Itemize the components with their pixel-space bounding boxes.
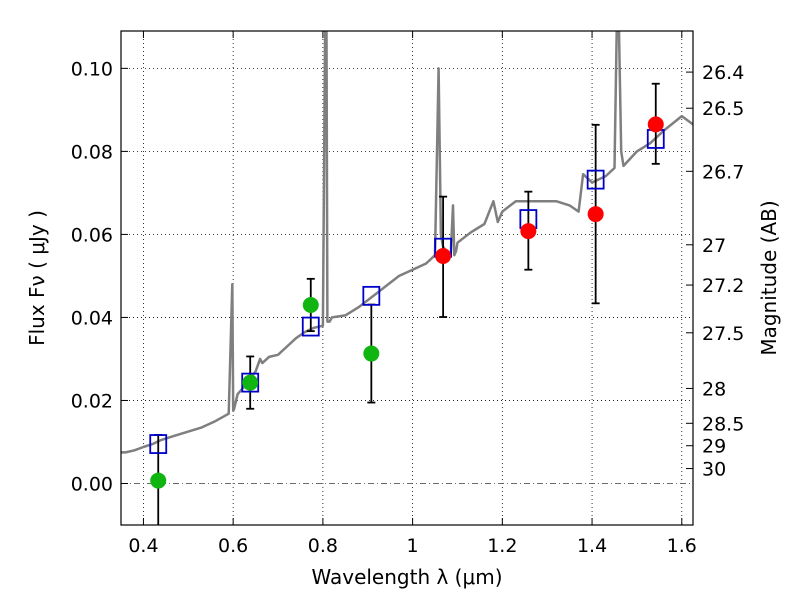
green-data-point	[302, 296, 319, 313]
y-tick-label: 0.06	[71, 224, 113, 246]
x-tick-label: 1	[407, 535, 419, 557]
x-tick-label: 1.6	[667, 535, 697, 557]
red-data-point	[435, 247, 452, 264]
y2-tick-label: 26.7	[702, 161, 744, 183]
model-spectrum-line	[121, 31, 693, 454]
model-photometry-squares	[149, 129, 665, 454]
model-square-marker	[362, 285, 381, 306]
green-data-point	[242, 374, 259, 391]
x-axis-ticks: 0.4 0.6 0.8 1 1.2 1.4 1.6	[128, 31, 697, 557]
y2-tick-label: 30	[702, 459, 726, 481]
y-axis-ticks: 0.00 0.02 0.04 0.06 0.08 0.10	[71, 58, 128, 495]
y-tick-label: 0.02	[71, 390, 113, 412]
y-tick-label: 0.00	[71, 473, 113, 495]
y-tick-label: 0.08	[71, 141, 113, 163]
plot-frame	[120, 30, 694, 526]
observed-photometry-points	[150, 116, 664, 489]
y-axis-label: Flux Fν ( μJy )	[25, 210, 49, 346]
green-data-point	[363, 345, 380, 362]
y2-tick-label: 27	[702, 235, 726, 257]
y2-tick-label: 26.5	[702, 98, 744, 120]
y2-tick-label: 29	[702, 436, 726, 458]
y2-tick-label: 28.5	[702, 413, 744, 435]
y2-tick-label: 28	[702, 378, 726, 400]
y2-tick-label: 26.4	[702, 62, 744, 84]
green-data-point	[150, 472, 167, 489]
x-tick-label: 1.4	[577, 535, 607, 557]
y-tick-label: 0.10	[71, 58, 113, 80]
model-square-marker	[301, 316, 320, 337]
x-tick-label: 0.4	[128, 535, 158, 557]
x-tick-label: 0.8	[308, 535, 338, 557]
grid-lines	[121, 31, 693, 525]
red-data-point	[647, 116, 664, 133]
model-square-marker	[149, 434, 168, 454]
model-square-marker	[586, 169, 605, 190]
y2-axis-label: Magnitude (AB)	[757, 200, 781, 355]
x-tick-label: 1.2	[487, 535, 517, 557]
y2-tick-label: 27.2	[702, 275, 744, 297]
y2-tick-label: 27.5	[702, 323, 744, 345]
error-bars	[154, 82, 660, 525]
x-tick-label: 0.6	[218, 535, 248, 557]
x-axis-label: Wavelength λ (μm)	[311, 565, 502, 589]
y-tick-label: 0.04	[71, 307, 113, 329]
red-data-point	[587, 206, 604, 223]
red-data-point	[520, 223, 537, 240]
